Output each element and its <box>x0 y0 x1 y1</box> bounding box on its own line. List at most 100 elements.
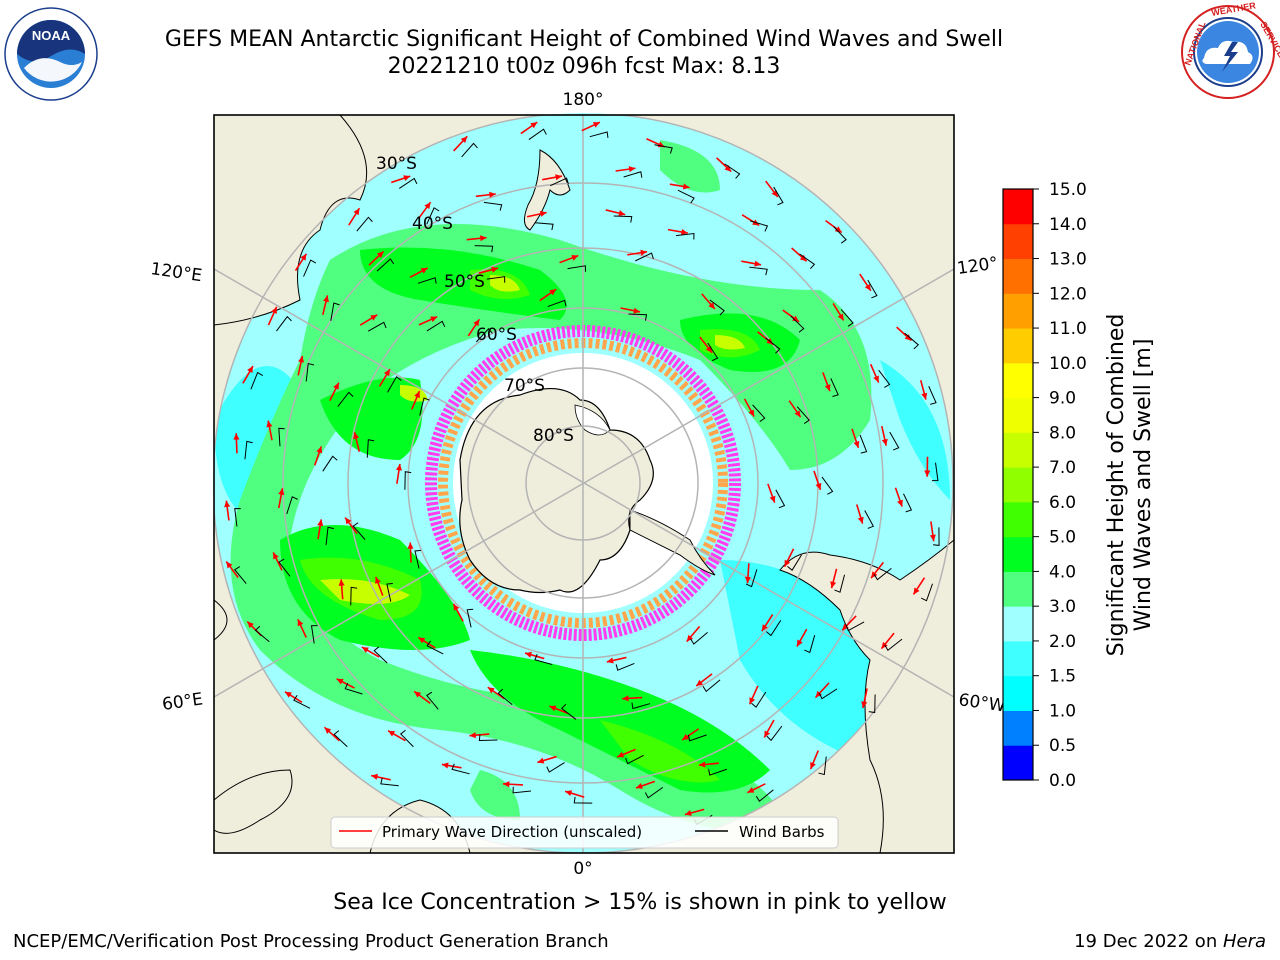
wave-arrow-head <box>913 587 920 595</box>
wave-arrow-head <box>284 691 292 698</box>
wave-arrow-head <box>815 482 822 490</box>
wave-arrow-head <box>376 251 384 258</box>
footer-date-text: 19 Dec 2022 on <box>1074 931 1223 952</box>
wave-arrow-head <box>617 751 625 758</box>
colorbar-tick-label: 14.0 <box>1049 215 1087 235</box>
wind-barb <box>254 625 270 643</box>
wave-arrow-head <box>273 552 279 560</box>
wind-barb <box>833 226 847 244</box>
wave-arrow-head <box>298 355 305 363</box>
wind-barb <box>775 489 786 509</box>
wind-barb <box>707 342 719 362</box>
wind-barb <box>840 309 854 327</box>
wind-barb <box>451 763 470 775</box>
wind-barb <box>623 171 643 178</box>
colorbar-tick-label: 9.0 <box>1049 389 1076 409</box>
wind-barb <box>337 391 354 407</box>
colorbar-tick-label: 8.0 <box>1049 423 1076 443</box>
wind-barb <box>818 756 827 776</box>
wave-arrow-head <box>271 306 277 314</box>
wind-barb <box>675 232 695 240</box>
wind-barb <box>928 386 937 405</box>
wave-arrow-head <box>904 334 912 341</box>
meridian-120e-60w <box>214 268 954 698</box>
wind-barb <box>868 694 876 714</box>
wind-barb <box>419 397 430 416</box>
wind-barb <box>366 439 375 458</box>
wind-barb <box>751 691 767 708</box>
wind-barb <box>654 144 673 154</box>
wave-arrow-head <box>810 762 816 770</box>
wind-barb <box>884 638 903 652</box>
wave-arrow-head <box>618 210 626 217</box>
wave-arrow-head <box>834 226 842 233</box>
wind-barb <box>864 510 875 529</box>
wind-barb <box>322 455 338 472</box>
colorbar-segment <box>1003 571 1033 607</box>
wave-arrow-head <box>549 705 557 712</box>
wave-arrow-head <box>784 559 791 567</box>
wind-barb <box>426 691 439 710</box>
wind-barb <box>745 569 758 588</box>
wave-zone-3m <box>230 224 872 832</box>
wave-arrow-head <box>414 691 422 698</box>
wave-arrow-head <box>316 446 323 454</box>
wave-zone-2m <box>880 360 950 500</box>
wind-barb <box>709 299 725 316</box>
colorbar-segment <box>1003 293 1033 329</box>
wave-arrow-head <box>881 641 888 649</box>
noaa-logo-text: NOAA <box>32 28 71 43</box>
wind-barb <box>475 328 493 343</box>
wind-barb <box>677 189 695 204</box>
wind-barb <box>414 549 422 569</box>
wind-barb <box>386 583 393 602</box>
wave-arrow-head <box>640 249 648 256</box>
wave-arrow-head <box>606 657 614 664</box>
wave-arrow-head <box>748 409 755 417</box>
wind-barb <box>278 558 291 577</box>
wave-arrow-head <box>353 208 360 216</box>
colorbar-tick-label: 13.0 <box>1049 250 1087 270</box>
wind-barb <box>380 777 399 787</box>
wave-arrow-head <box>682 183 690 190</box>
wind-barb <box>398 177 418 189</box>
lat-label-80: 80°S <box>533 426 574 446</box>
colorbar-segment <box>1003 745 1033 781</box>
colorbar-segment <box>1003 223 1033 260</box>
wind-barb <box>534 654 553 666</box>
wind-barb <box>276 315 292 332</box>
wave-arrow-head <box>769 495 776 503</box>
wave-arrow-head <box>881 438 888 446</box>
wave-arrow-head <box>571 254 579 261</box>
wind-barb <box>512 786 532 794</box>
wave-arrow-head <box>441 762 449 769</box>
wind-barb <box>750 220 769 232</box>
wind-barb <box>589 131 609 139</box>
wind-barb <box>352 522 366 540</box>
wave-arrow-head <box>469 732 476 739</box>
wave-arrow-head <box>539 210 547 217</box>
wind-barb <box>305 362 315 382</box>
wave-arrow-head <box>744 576 751 584</box>
wind-barb <box>417 277 437 284</box>
new-zealand-landmass <box>524 149 571 231</box>
wave-arrow-head <box>247 621 254 629</box>
wind-barb <box>931 462 939 482</box>
wind-barb <box>528 128 547 140</box>
colorbar-segment <box>1003 710 1033 746</box>
wind-barb <box>766 620 782 637</box>
wave-arrow-head <box>371 773 378 780</box>
wind-barb <box>234 508 241 527</box>
wind-barb <box>799 253 816 270</box>
wind-barb <box>233 566 247 584</box>
wave-arrow-head <box>345 517 352 525</box>
wind-barb <box>560 703 577 720</box>
lat-label-50: 50°S <box>444 272 485 292</box>
wind-barb <box>486 276 506 283</box>
colorbar-segment <box>1003 501 1033 538</box>
wind-barb <box>547 299 567 308</box>
footer-organization: NCEP/EMC/Verification Post Processing Pr… <box>13 931 609 952</box>
wind-barb <box>356 216 373 232</box>
wave-arrow-head <box>635 783 643 789</box>
wave-arrow-head <box>708 302 715 309</box>
